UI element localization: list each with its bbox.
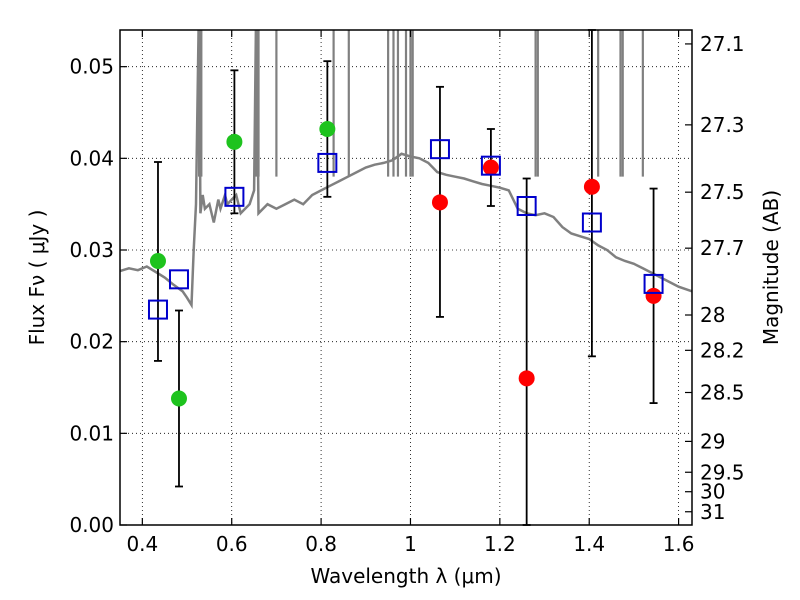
y-tick-label: 0.01 [69,421,114,445]
y2-tick-label: 31 [700,500,725,524]
data-point-circle [319,121,336,137]
y-tick-label: 0.05 [69,55,114,79]
y2-tick-label: 27.7 [700,236,745,260]
data-point-circle [482,159,499,176]
data-point-circle [645,287,662,304]
x-tick-label: 1 [404,532,417,556]
x-tick-label: 0.8 [305,532,337,556]
y2-tick-label: 28.2 [700,338,745,362]
data-point-square [516,196,537,216]
data-point-square [581,212,602,233]
model-spectrum [120,30,692,310]
y2-tick-label: 28.5 [700,381,745,405]
y2-tick-label: 27.3 [700,113,745,137]
y-axis: 0.00 0.01 0.02 0.03 0.04 0.05 [69,55,127,537]
data-point-square [168,269,189,290]
data-points [147,121,664,407]
x-tick-label: 1.6 [663,532,695,556]
data-point-circle [170,390,187,407]
x-axis-label: Wavelength λ (μm) [310,564,501,588]
data-point-square [643,273,664,294]
x-tick-label: 0.4 [126,532,158,556]
spectrum-line [120,30,692,310]
y-tick-label: 0.02 [69,330,114,354]
y-tick-label: 0.00 [69,513,114,537]
x-tick-label: 1.2 [484,532,516,556]
x-tick-label: 1.4 [573,532,605,556]
y-axis-label: Flux Fν ( μJy ) [25,210,49,346]
data-point-square [147,299,168,320]
y-tick-label: 0.04 [69,146,114,170]
data-point-circle [518,370,535,387]
y2-tick-label: 29.5 [700,460,745,484]
data-point-circle [431,194,448,211]
y2-axis-label: Magnitude (AB) [759,190,783,345]
y-tick-label: 0.03 [69,238,114,262]
data-point-square [224,186,245,207]
data-point-circle [583,178,600,195]
data-point-circle [226,133,243,150]
y2-tick-label: 27.5 [700,180,745,204]
data-point-circle [149,253,166,269]
data-point-square [317,152,338,173]
y2-tick-label: 28 [700,303,725,327]
y2-tick-label: 30 [700,480,725,504]
data-point-square [480,155,501,176]
y2-tick-label: 29 [700,429,725,453]
y2-tick-label: 27.1 [700,32,745,56]
data-point-square [429,139,450,160]
plot-frame [119,29,693,526]
x-tick-label: 0.6 [216,532,248,556]
x-axis: 0.4 0.6 0.8 1 1.2 1.4 1.6 [126,30,695,556]
